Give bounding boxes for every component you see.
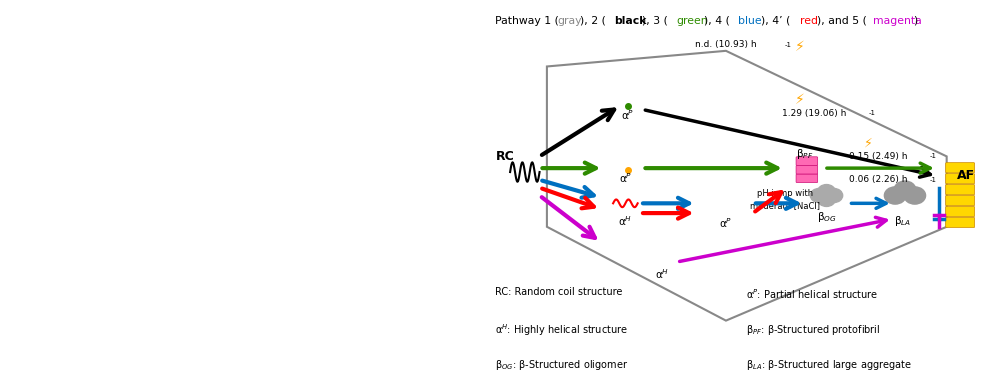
Circle shape [895, 181, 916, 198]
Text: α$^P$: α$^P$ [621, 108, 635, 122]
Text: α$^P$: Partial helical structure: α$^P$: Partial helical structure [746, 287, 878, 301]
Circle shape [810, 188, 828, 203]
Text: ), 4’ (: ), 4’ ( [760, 16, 790, 26]
Text: black: black [614, 16, 646, 26]
Text: ⚡: ⚡ [864, 136, 872, 149]
Text: β$_{PF}$: β$_{PF}$ [796, 147, 813, 161]
Text: ), 4 (: ), 4 ( [704, 16, 730, 26]
Text: ), 3 (: ), 3 ( [642, 16, 668, 26]
FancyBboxPatch shape [946, 185, 975, 195]
FancyBboxPatch shape [946, 206, 975, 217]
Text: α$^P$: α$^P$ [719, 216, 733, 230]
FancyBboxPatch shape [797, 165, 818, 174]
Text: AF: AF [957, 169, 975, 183]
Text: α$^P$: α$^P$ [619, 171, 632, 185]
Text: n.d. (10.93) h: n.d. (10.93) h [696, 40, 756, 50]
Text: α$^H$: Highly helical structure: α$^H$: Highly helical structure [495, 323, 629, 338]
Text: ): ) [913, 16, 917, 26]
Text: -1: -1 [785, 42, 792, 48]
Text: -1: -1 [868, 110, 875, 117]
Text: magenta: magenta [873, 16, 922, 26]
Text: β$_{PF}$: β-Structured protofibril: β$_{PF}$: β-Structured protofibril [746, 323, 880, 337]
Circle shape [825, 188, 843, 203]
Text: RC: Random coil structure: RC: Random coil structure [495, 287, 623, 298]
Text: -1: -1 [930, 177, 937, 183]
FancyBboxPatch shape [797, 174, 818, 183]
FancyBboxPatch shape [946, 163, 975, 173]
Circle shape [818, 192, 836, 206]
Text: β$_{OG}$: β-Structured oligomer: β$_{OG}$: β-Structured oligomer [495, 358, 629, 372]
Text: [ Photo: Researcher with
BRUKER 900
UltraStabilized NMR ]: [ Photo: Researcher with BRUKER 900 Ultr… [155, 174, 331, 217]
Text: green: green [676, 16, 707, 26]
Text: 0.06 (2.26) h: 0.06 (2.26) h [849, 175, 907, 185]
Circle shape [818, 185, 836, 199]
Text: 0.15 (2.49) h: 0.15 (2.49) h [849, 152, 907, 161]
Circle shape [904, 187, 926, 204]
Text: blue: blue [738, 16, 761, 26]
Text: ), 2 (: ), 2 ( [580, 16, 605, 26]
FancyBboxPatch shape [797, 157, 818, 165]
Text: α$^H$: α$^H$ [655, 267, 669, 281]
Text: moderate [NaCl]: moderate [NaCl] [749, 201, 820, 210]
FancyBboxPatch shape [946, 217, 975, 228]
FancyBboxPatch shape [946, 196, 975, 206]
Text: ⚡: ⚡ [795, 93, 804, 107]
Text: ⚡: ⚡ [795, 40, 804, 54]
Text: pH jump with: pH jump with [756, 189, 813, 198]
Text: ), and 5 (: ), and 5 ( [817, 16, 866, 26]
Text: gray: gray [557, 16, 582, 26]
Text: -1: -1 [930, 153, 937, 160]
Text: 1.29 (19.06) h: 1.29 (19.06) h [782, 109, 847, 118]
Circle shape [885, 187, 906, 204]
Text: α$^H$: α$^H$ [618, 214, 633, 228]
Text: RC: RC [495, 150, 515, 163]
FancyBboxPatch shape [946, 174, 975, 184]
Text: Pathway 1 (: Pathway 1 ( [495, 16, 559, 26]
Text: β$_{OG}$: β$_{OG}$ [816, 210, 837, 224]
Text: red: red [800, 16, 818, 26]
Text: β$_{LA}$: β$_{LA}$ [894, 214, 911, 228]
Text: β$_{LA}$: β-Structured large aggregate: β$_{LA}$: β-Structured large aggregate [746, 358, 911, 372]
